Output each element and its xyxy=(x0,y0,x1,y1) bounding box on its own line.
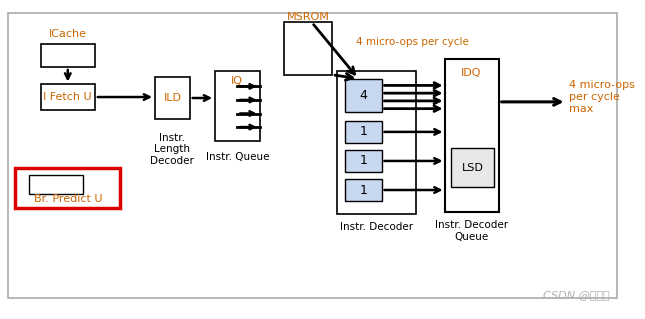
Text: CSDN @吴小锤: CSDN @吴小锤 xyxy=(544,290,610,300)
Bar xyxy=(215,71,259,141)
Bar xyxy=(15,168,120,208)
Bar xyxy=(451,148,494,187)
Text: ICache: ICache xyxy=(49,29,87,39)
Bar xyxy=(446,59,499,212)
Bar xyxy=(345,79,382,112)
Text: 4 micro-ops per cycle: 4 micro-ops per cycle xyxy=(357,37,470,47)
Text: 1: 1 xyxy=(359,183,367,197)
Text: IQ: IQ xyxy=(232,76,243,85)
Text: Instr. Decoder
Queue: Instr. Decoder Queue xyxy=(435,220,508,241)
Bar xyxy=(345,121,382,143)
Bar xyxy=(337,71,417,214)
Bar xyxy=(41,44,95,67)
Text: IDQ: IDQ xyxy=(461,68,482,78)
Bar xyxy=(29,174,83,194)
Bar xyxy=(345,150,382,172)
Text: I Fetch U: I Fetch U xyxy=(43,92,92,102)
Text: Instr. Queue: Instr. Queue xyxy=(206,152,269,162)
Text: 1: 1 xyxy=(359,154,367,167)
Text: 4: 4 xyxy=(359,89,367,101)
Text: 1: 1 xyxy=(359,125,367,138)
Bar xyxy=(41,85,95,110)
Text: 4 micro-ops
per cycle
max: 4 micro-ops per cycle max xyxy=(570,80,635,114)
Bar xyxy=(155,77,190,119)
Text: LSD: LSD xyxy=(462,163,484,173)
Text: Instr.
Length
Decoder: Instr. Length Decoder xyxy=(150,133,194,166)
Text: MSROM: MSROM xyxy=(286,12,330,22)
Bar xyxy=(345,179,382,201)
Text: Br. Predict U: Br. Predict U xyxy=(34,194,102,204)
Text: ILD: ILD xyxy=(163,93,181,103)
Text: Instr. Decoder: Instr. Decoder xyxy=(340,222,413,232)
Bar xyxy=(284,22,332,75)
